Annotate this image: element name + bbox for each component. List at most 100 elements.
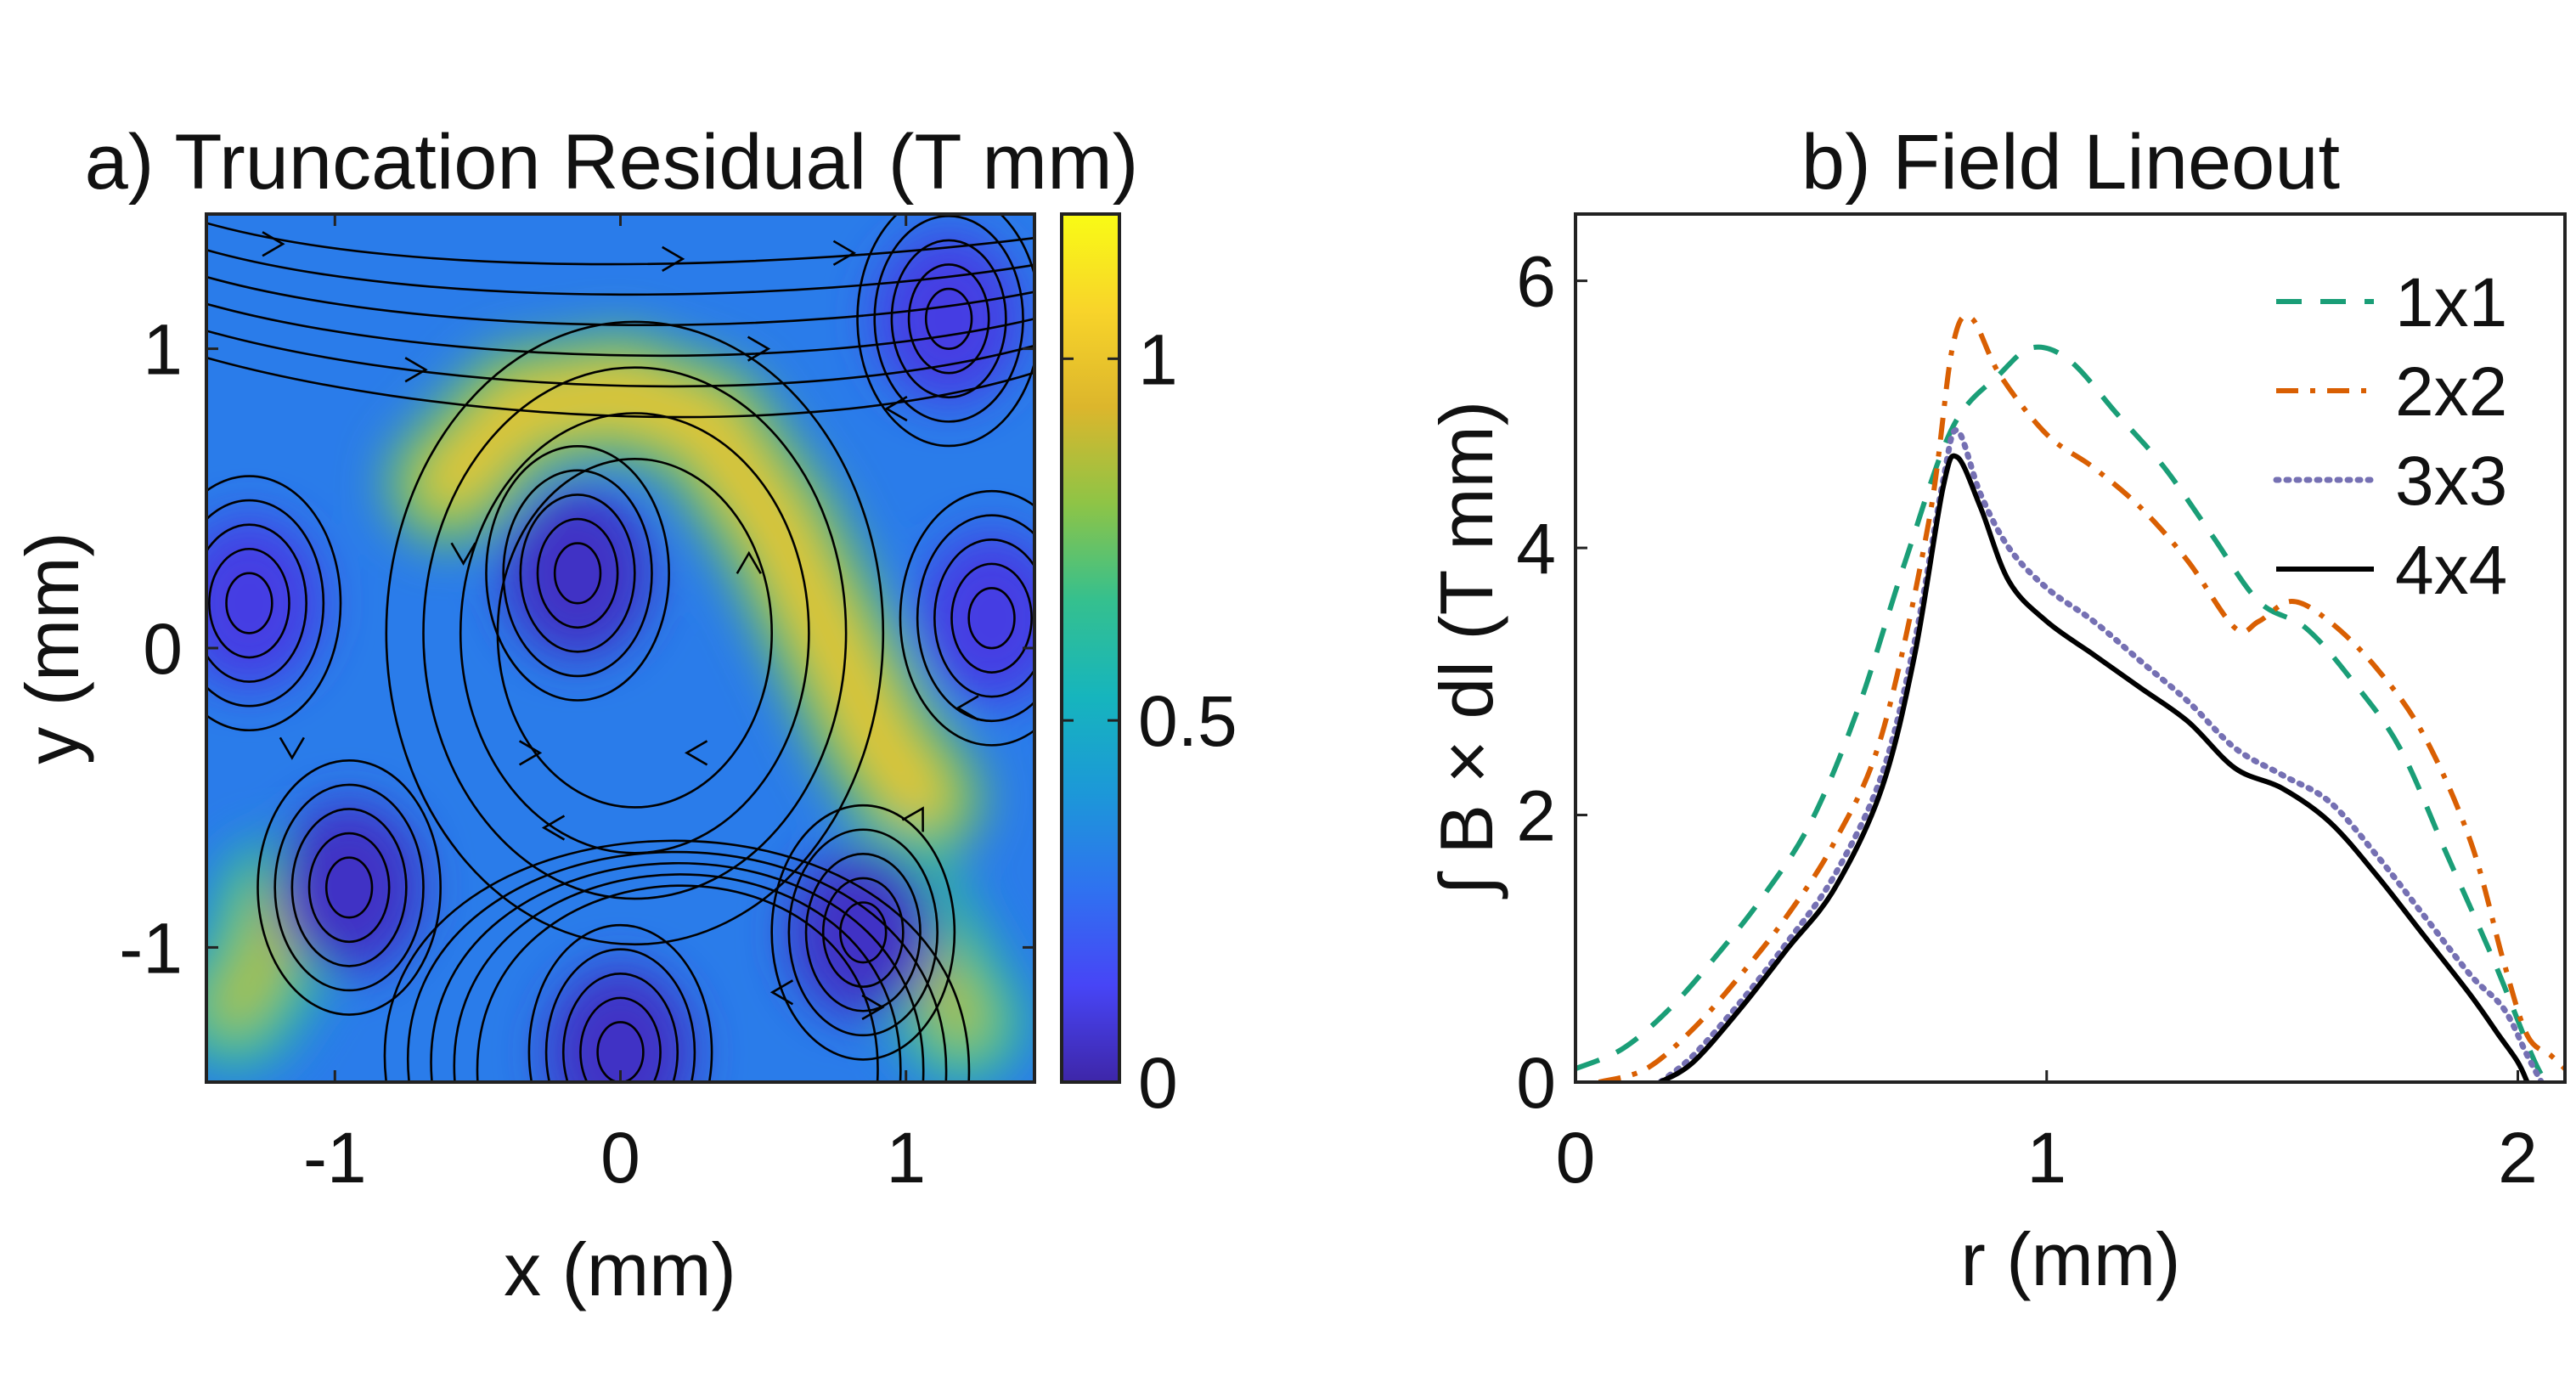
lineout-y-tick-label: 0 bbox=[1516, 1043, 1556, 1123]
streamline bbox=[307, 832, 391, 944]
streamline bbox=[561, 973, 679, 1082]
streamline-arrow bbox=[279, 736, 305, 760]
lineout-plot-area bbox=[1575, 214, 2565, 1082]
heatmap-y-tick-label: 0 bbox=[143, 609, 183, 689]
streamline bbox=[596, 1021, 645, 1082]
heatmap-y-label: y (mm) bbox=[10, 532, 94, 764]
streamline bbox=[527, 923, 713, 1082]
heatmap-y-tick-label: -1 bbox=[119, 908, 183, 988]
legend-label-2x2: 2x2 bbox=[2395, 353, 2507, 431]
streamline bbox=[821, 877, 905, 988]
streamline bbox=[907, 263, 990, 375]
streamline-arrow bbox=[736, 550, 762, 574]
streamline bbox=[225, 572, 273, 634]
streamline-arrow bbox=[404, 357, 428, 383]
lineout-x-tick-label: 1 bbox=[2026, 1118, 2066, 1198]
streamline-arrow bbox=[450, 542, 476, 566]
streamline bbox=[383, 839, 971, 1082]
streamline bbox=[856, 214, 1034, 448]
series-line-4x4 bbox=[1659, 453, 2530, 1082]
heatmap-x-tick-label: 0 bbox=[600, 1118, 640, 1198]
streamline bbox=[256, 759, 442, 1016]
lineout-x-tick-label: 2 bbox=[2498, 1118, 2538, 1198]
heatmap-low-spot bbox=[206, 517, 324, 689]
panel-a-title: a) Truncation Residual (T mm) bbox=[85, 119, 1139, 206]
streamline bbox=[453, 873, 902, 1082]
streamline-arrow bbox=[541, 815, 566, 841]
streamline bbox=[502, 469, 653, 678]
heatmap-low-spot bbox=[874, 233, 1023, 405]
streamline bbox=[933, 539, 1034, 698]
streamline bbox=[206, 523, 307, 683]
streamline bbox=[206, 356, 1034, 419]
streamline-arrow bbox=[684, 740, 708, 766]
streamline bbox=[873, 215, 1024, 423]
streamline bbox=[950, 562, 1033, 674]
streamline bbox=[206, 249, 1034, 296]
heatmap-plot-area bbox=[206, 214, 1034, 1082]
panel-b: b) Field Lineout 0 1 2 0 2 4 6 r (mm) ∫ B × dl… bbox=[1424, 119, 2567, 1301]
lineout-y-label: ∫ B × dl (T mm) bbox=[1424, 401, 1508, 899]
heatmap-y-tick-label: 1 bbox=[143, 310, 183, 390]
streamline bbox=[839, 901, 888, 964]
streamline-arrow bbox=[518, 740, 543, 766]
streamline bbox=[770, 804, 956, 1061]
series-line-3x3 bbox=[1657, 427, 2545, 1082]
streamline bbox=[536, 517, 619, 629]
colorbar: 00.51 bbox=[1060, 212, 1237, 1123]
streamline-arrow bbox=[955, 695, 979, 721]
streamline-arrow bbox=[262, 231, 285, 257]
panel-b-title: b) Field Lineout bbox=[1801, 119, 2340, 206]
colorbar-frame bbox=[1060, 212, 1121, 1084]
streamline bbox=[476, 884, 879, 1082]
streamline bbox=[273, 783, 425, 992]
heatmap-low-spot bbox=[917, 532, 1034, 704]
colorbar-gradient bbox=[1062, 214, 1119, 1082]
streamline bbox=[430, 862, 925, 1082]
streamline bbox=[553, 542, 602, 605]
streamline bbox=[406, 850, 948, 1082]
heatmap-ridge bbox=[423, 368, 946, 824]
colorbar-tick-label: 1 bbox=[1138, 319, 1178, 399]
streamline bbox=[916, 514, 1034, 723]
streamline-arrow bbox=[861, 994, 885, 1021]
streamline-arrow bbox=[832, 240, 857, 266]
streamline-arrow bbox=[662, 245, 685, 272]
legend-label-1x1: 1x1 bbox=[2395, 264, 2507, 341]
lineout-legend: 1x1 2x2 3x3 4x4 bbox=[2273, 264, 2507, 609]
streamline bbox=[208, 547, 290, 659]
heatmap-axes: -1 0 1 -1 0 1 bbox=[119, 214, 1034, 1198]
panel-a: a) Truncation Residual (T mm) -1 0 1 -1 0 1 x… bbox=[10, 119, 1237, 1311]
lineout-series bbox=[1575, 313, 2565, 1082]
streamline-arrow bbox=[884, 395, 908, 422]
streamline bbox=[206, 330, 1034, 388]
streamline bbox=[899, 489, 1034, 747]
heatmap-low-spot bbox=[546, 966, 695, 1082]
streamline-arrow bbox=[769, 979, 794, 1006]
colorbar-ticks: 00.51 bbox=[1062, 319, 1237, 1123]
streamline bbox=[519, 493, 636, 653]
streamline bbox=[206, 302, 1034, 358]
legend-label-3x3: 3x3 bbox=[2395, 443, 2507, 520]
streamline-arrow bbox=[901, 806, 924, 832]
streamline bbox=[804, 853, 922, 1012]
streamline bbox=[787, 828, 939, 1037]
streamline bbox=[206, 475, 342, 732]
streamline bbox=[544, 948, 696, 1082]
heatmap-low-spot bbox=[503, 488, 652, 659]
lineout-x-tick-label: 0 bbox=[1556, 1118, 1596, 1198]
streamline bbox=[485, 444, 670, 702]
streamline-arrow bbox=[747, 336, 771, 362]
colorbar-tick-label: 0 bbox=[1138, 1043, 1178, 1123]
streamline bbox=[496, 457, 773, 809]
heatmap-x-label: x (mm) bbox=[504, 1227, 736, 1311]
streamlines bbox=[206, 214, 1034, 1082]
legend-label-4x4: 4x4 bbox=[2395, 532, 2507, 609]
streamline bbox=[206, 499, 325, 708]
streamline bbox=[967, 587, 1016, 650]
lineout-y-tick-label: 2 bbox=[1516, 776, 1556, 856]
streamline bbox=[290, 808, 408, 967]
lineout-y-tick-label: 6 bbox=[1516, 242, 1556, 322]
lineout-axes: 0 1 2 0 2 4 6 bbox=[1516, 242, 2538, 1198]
